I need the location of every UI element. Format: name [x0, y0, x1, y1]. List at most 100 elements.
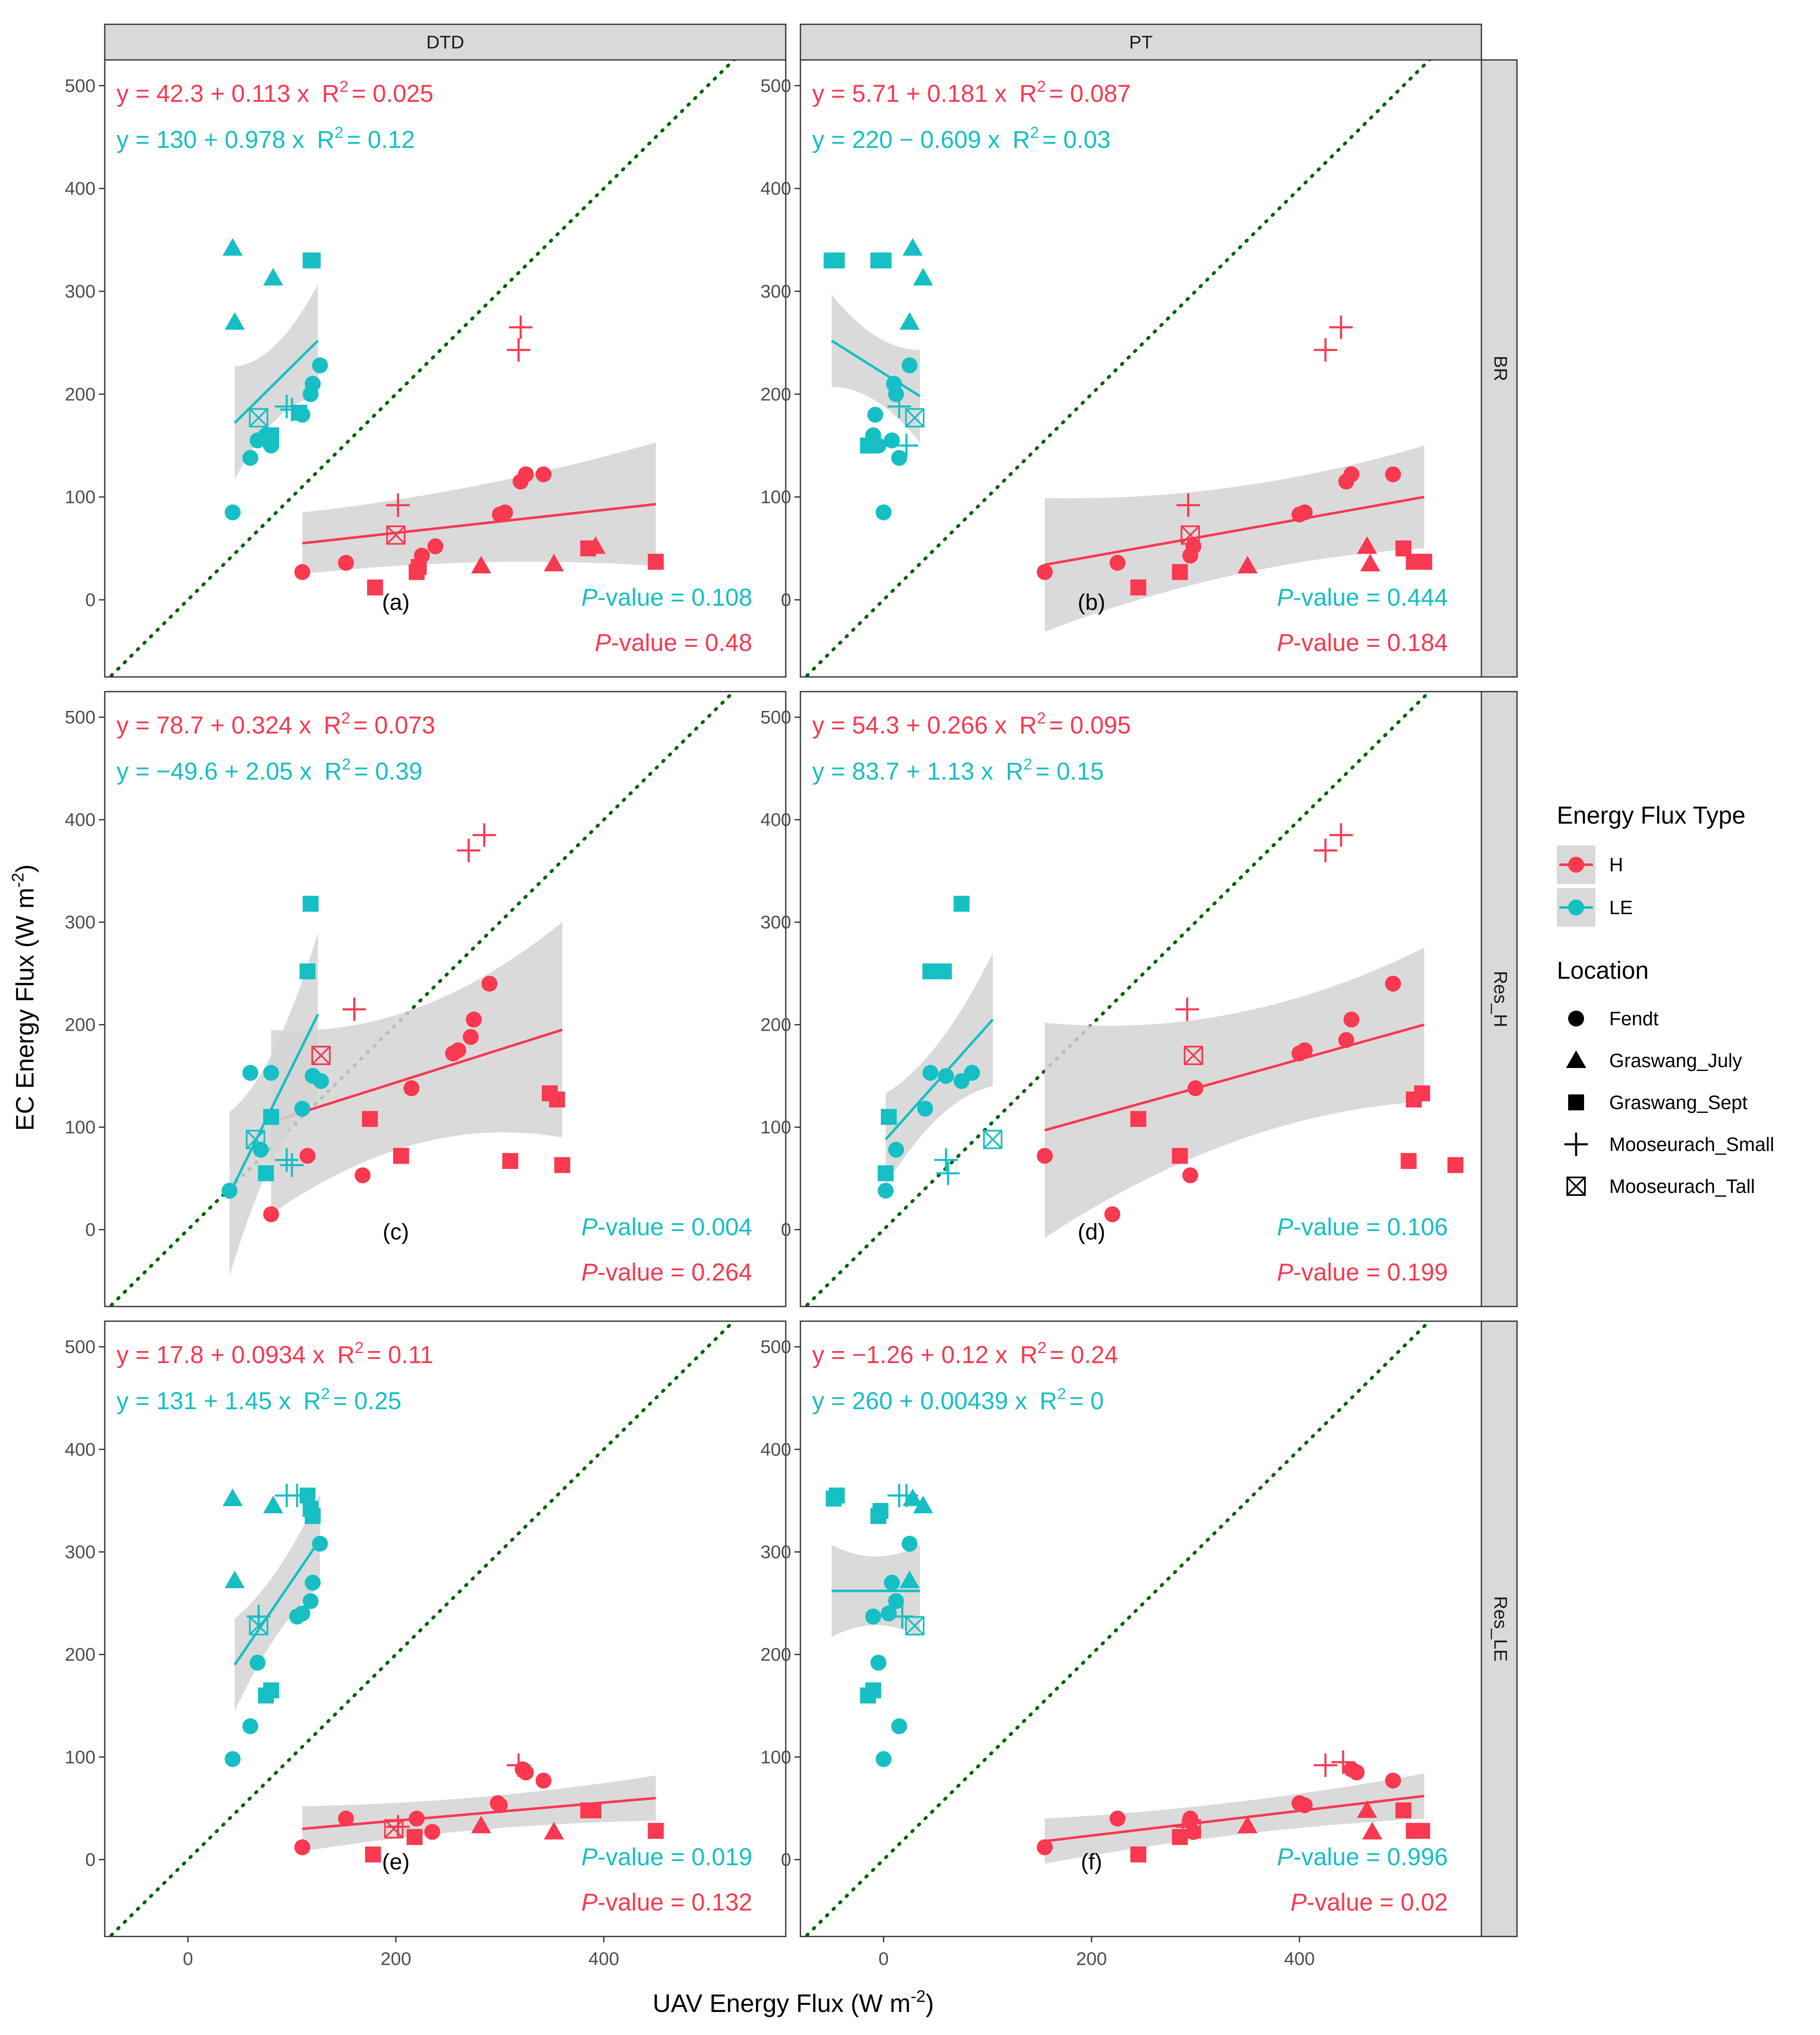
- data-point-h-plus: [507, 1753, 531, 1777]
- data-point-h-circle: [1385, 466, 1401, 482]
- data-point-h-plus: [1313, 838, 1337, 862]
- data-point-le-triangle: [913, 1496, 933, 1514]
- data-point-le-square: [828, 252, 845, 269]
- equation-sup: 2: [339, 78, 348, 96]
- data-point-le-circle: [867, 407, 883, 423]
- data-point-h-square: [362, 1111, 378, 1127]
- panel-plot-area: [803, 1321, 1432, 1936]
- data-point-h-circle: [355, 1167, 371, 1184]
- row-strip-label: Res_H: [1490, 971, 1511, 1027]
- legend-item-location: Mooseurach_Tall: [1609, 1175, 1755, 1197]
- legend-item-LE: LE: [1609, 897, 1633, 918]
- data-point-h-circle: [481, 975, 497, 992]
- data-point-le-circle: [891, 450, 907, 466]
- data-point-le-circle: [875, 504, 892, 521]
- p-symbol: P: [1290, 1889, 1307, 1916]
- confidence-band-fit_H: [302, 442, 656, 574]
- data-point-h-plus: [1329, 823, 1353, 847]
- equation-sup: 2: [321, 1385, 330, 1403]
- data-point-h-square: [1401, 1153, 1417, 1169]
- data-point-h-circle: [1385, 975, 1401, 992]
- p-number: 0.106: [1387, 1213, 1448, 1241]
- y-tick-label: 500: [761, 75, 791, 96]
- data-point-le-circle: [875, 1751, 892, 1767]
- y-tick-label: 400: [65, 179, 96, 199]
- equation-r2-value: 0.24: [1071, 1341, 1118, 1369]
- data-point-h-triangle: [1357, 536, 1377, 554]
- row-strip-Res_LE: [1481, 1320, 1518, 1937]
- regression-equation-eq_H: y = 78.7 + 0.324 x R2 = 0.073: [117, 710, 435, 739]
- data-point-h-plus: [457, 838, 481, 862]
- equation-sup: 2: [1037, 710, 1046, 727]
- regression-line-fit_H: [1044, 1023, 1425, 1132]
- data-point-h-square: [393, 1148, 409, 1164]
- column-strip-label: PT: [1129, 32, 1152, 53]
- data-point-le-square: [875, 252, 892, 269]
- panel-plot-area: [803, 60, 1432, 677]
- equation-eq: =: [1049, 80, 1070, 107]
- data-point-le-circle: [884, 432, 900, 448]
- data-point-le-circle: [294, 1101, 311, 1117]
- panel-plot-area: [803, 692, 1463, 1307]
- equation-lhs: y = 78.7 + 0.324 x: [117, 712, 311, 739]
- y-tick-label: 400: [65, 810, 96, 830]
- p-symbol: P: [1277, 1213, 1293, 1241]
- equation-lhs: y = 54.3 + 0.266 x: [812, 712, 1007, 739]
- data-point-le-plus: [275, 394, 299, 418]
- regression-equation-eq_LE: y = 220 − 0.609 x R2 = 0.03: [812, 124, 1111, 153]
- data-point-h-triangle: [1237, 556, 1258, 574]
- equation-r: R: [1006, 758, 1023, 785]
- data-point-le-circle: [313, 1073, 329, 1089]
- row-strip-label: Res_LE: [1490, 1596, 1511, 1662]
- data-point-h-plus: [1313, 338, 1337, 362]
- data-point-h-circle: [1343, 466, 1359, 482]
- confidence-band-fit_H: [1045, 948, 1424, 1238]
- equation-lhs: y = −49.6 + 2.05 x: [117, 758, 312, 785]
- equation-r: R: [1019, 712, 1037, 739]
- one-to-one-line: [803, 60, 1432, 677]
- equation-eq: =: [354, 758, 375, 785]
- panel-tag: (c): [383, 1219, 409, 1244]
- equation-r2-value: 0.095: [1070, 712, 1131, 739]
- data-point-h-square: [580, 540, 596, 557]
- equation-r: R: [1012, 126, 1030, 153]
- data-point-le-triangle: [223, 238, 243, 256]
- equation-r2-value: 0.11: [388, 1341, 434, 1369]
- data-point-h-circle: [1037, 564, 1053, 580]
- confidence-band-fit_H: [271, 922, 562, 1214]
- data-point-h-circle: [338, 1810, 354, 1827]
- data-point-h-square: [411, 559, 427, 575]
- equation-eq: =: [367, 1341, 388, 1369]
- row-strip-label: BR: [1490, 355, 1511, 381]
- data-point-h-square: [1414, 1085, 1430, 1102]
- regression-equation-eq_H: y = 42.3 + 0.113 x R2 = 0.025: [117, 78, 433, 107]
- data-point-h-circle: [263, 1206, 279, 1222]
- regression-equation-eq_H: y = 5.71 + 0.181 x R2 = 0.087: [812, 78, 1131, 107]
- x-tick-label: 0: [878, 1949, 888, 1969]
- data-point-le-square: [828, 1487, 845, 1504]
- y-tick-label: 500: [65, 707, 96, 728]
- y-tick-label: 400: [65, 1439, 96, 1460]
- data-point-h-circle: [1297, 504, 1313, 521]
- data-point-le-circle: [888, 1593, 904, 1609]
- p-label: -value =: [598, 1259, 691, 1286]
- data-point-h-circle: [1187, 1080, 1204, 1097]
- data-point-le-square: [880, 1109, 897, 1125]
- data-point-le-circle: [305, 1574, 321, 1591]
- data-point-le-square: [263, 1682, 279, 1698]
- p-label: -value =: [611, 629, 705, 656]
- y-tick-label: 100: [65, 1747, 96, 1768]
- data-point-h-plus: [1175, 997, 1199, 1021]
- data-point-h-triangle: [1237, 1815, 1258, 1833]
- y-tick-label: 400: [761, 1439, 791, 1460]
- one-to-one-line: [107, 1321, 736, 1936]
- equation-sup: 2: [1057, 1385, 1066, 1403]
- p-number: 0.004: [691, 1213, 752, 1241]
- equation-sup: 2: [1037, 78, 1046, 96]
- y-axis-title-end: ): [11, 864, 39, 873]
- data-point-h-square: [647, 554, 664, 570]
- data-point-h-circle: [1104, 1206, 1121, 1222]
- data-point-le-circle: [242, 1065, 259, 1081]
- regression-line-fit_LE: [228, 1014, 319, 1195]
- p-symbol: P: [595, 629, 611, 656]
